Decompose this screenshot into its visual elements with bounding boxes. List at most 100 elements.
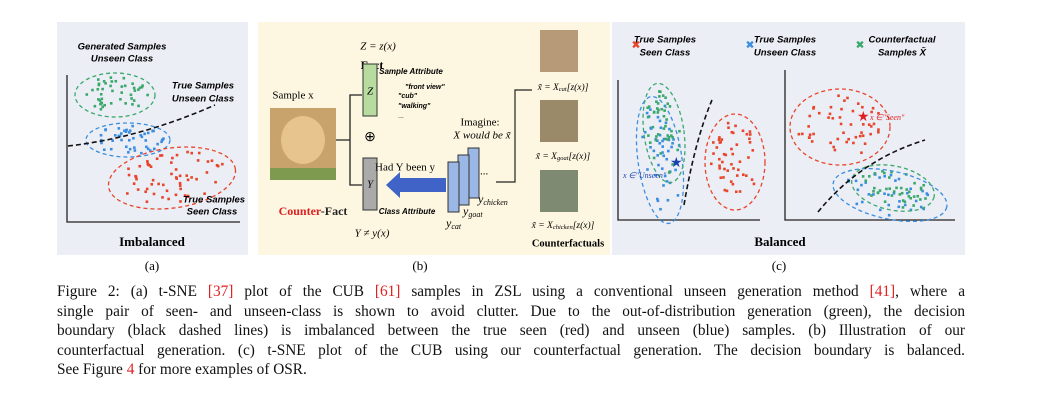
cluster xyxy=(832,167,948,223)
sample-point xyxy=(879,208,882,212)
sample-point xyxy=(179,187,182,191)
equation: x̃ = Xgoat[z(x)] xyxy=(535,151,591,162)
equation: x̃ = Xcat[z(x)] xyxy=(537,82,589,93)
sample-point xyxy=(160,154,164,157)
equation: Y ≠ y(x) xyxy=(355,228,390,240)
sample-point xyxy=(887,193,890,197)
boundary xyxy=(683,99,713,206)
sample-point xyxy=(664,121,668,125)
sample-point xyxy=(85,93,89,96)
sample-point xyxy=(748,141,752,144)
citation[interactable]: [41] xyxy=(869,283,896,300)
sample-point xyxy=(99,133,103,137)
sample-point xyxy=(738,190,742,193)
sample-point xyxy=(808,114,812,118)
sample-point xyxy=(205,171,209,174)
sample-point xyxy=(868,175,871,178)
sample-point xyxy=(921,189,924,193)
cluster xyxy=(74,72,156,118)
sample-point xyxy=(897,205,901,209)
sample-point xyxy=(849,123,853,126)
sample-point xyxy=(876,191,880,195)
sample-point xyxy=(102,80,106,83)
eq-rhs: [z(x)] xyxy=(567,82,589,93)
sample-point xyxy=(157,182,160,186)
sample-point xyxy=(171,156,174,160)
sample-point xyxy=(99,102,102,106)
sample-point xyxy=(132,99,136,102)
sample-point xyxy=(894,179,897,182)
sample-point xyxy=(133,146,136,149)
sample-point xyxy=(731,182,735,186)
sample-point xyxy=(861,105,864,109)
sample-point xyxy=(877,112,880,115)
sample-point xyxy=(718,164,721,168)
sample-point xyxy=(887,213,891,217)
sample-point xyxy=(671,135,674,139)
sample-point xyxy=(723,167,726,171)
attr: "walking" xyxy=(398,103,431,110)
panel-title: Imbalanced xyxy=(119,234,186,249)
sample-point xyxy=(167,197,170,201)
sample-point xyxy=(113,134,117,137)
sample-point xyxy=(717,157,721,161)
sample-point xyxy=(178,181,182,185)
y-base: y xyxy=(462,204,469,218)
sample-point xyxy=(186,150,189,154)
sample-point xyxy=(133,89,137,92)
sample-point xyxy=(907,195,911,198)
figure: Generated Samples Unseen Class True Samp… xyxy=(57,22,965,273)
sample-point xyxy=(662,154,666,158)
sample-point xyxy=(656,133,660,136)
sample-point xyxy=(833,148,837,152)
sample-point xyxy=(161,183,165,187)
sample-point xyxy=(842,131,845,135)
citation[interactable]: [37] xyxy=(207,283,234,300)
sample-point xyxy=(652,149,656,153)
label: Counter xyxy=(279,204,322,218)
sample-point xyxy=(860,200,864,204)
label: Seen Class xyxy=(187,207,238,218)
sample-point xyxy=(856,188,860,192)
caption-line: counterfactual generation. (c) t-SNE plo… xyxy=(57,341,965,361)
citation[interactable]: [61] xyxy=(374,283,401,300)
sample-point xyxy=(162,137,165,140)
sample-point xyxy=(861,175,865,178)
sample-point xyxy=(672,138,675,141)
sample-point xyxy=(195,177,198,181)
boundary xyxy=(67,104,216,147)
sample-point xyxy=(134,175,138,179)
sample-point xyxy=(836,137,840,141)
sample-point xyxy=(160,140,163,144)
sample-point xyxy=(104,81,107,85)
sample-point xyxy=(646,106,649,110)
sample-point xyxy=(723,188,727,192)
legend-marker: ✖ xyxy=(631,40,640,52)
sample-point xyxy=(665,180,669,183)
label: Imagine: xyxy=(460,117,499,129)
legend-label: Unseen Class xyxy=(754,48,816,59)
sample-point xyxy=(93,104,97,108)
eq-lhs: x̃ = X xyxy=(531,221,554,232)
sample-point xyxy=(808,136,811,139)
sample-point xyxy=(745,132,749,136)
sample-point xyxy=(807,125,810,128)
sample-point xyxy=(662,114,666,118)
sample-point xyxy=(659,126,663,130)
sample-point xyxy=(140,85,144,89)
eq-sub: chicken xyxy=(553,224,573,231)
sample-point xyxy=(872,193,875,196)
sample-point xyxy=(668,105,672,108)
sample-point xyxy=(655,197,659,201)
sample-point xyxy=(837,94,840,98)
citation[interactable]: 4 xyxy=(126,361,135,379)
sample-point xyxy=(665,157,669,161)
sample-point xyxy=(909,208,913,212)
label: True Samples xyxy=(183,195,245,206)
label: Counterfactuals xyxy=(532,238,604,249)
sample-point xyxy=(832,145,835,149)
sample-point xyxy=(132,136,135,140)
